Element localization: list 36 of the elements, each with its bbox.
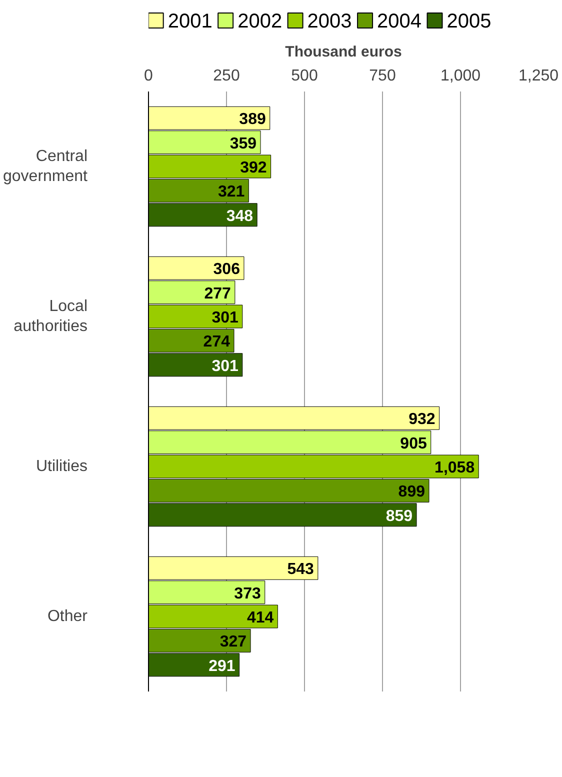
data-label: 389 xyxy=(239,111,266,128)
data-label: 301 xyxy=(212,358,239,375)
data-label: 359 xyxy=(230,135,257,152)
y-tick-label: Other xyxy=(47,608,88,625)
x-tick-label: 500 xyxy=(291,68,318,84)
data-label: 321 xyxy=(218,184,245,201)
x-tick-label: 250 xyxy=(213,68,240,84)
data-label: 899 xyxy=(398,484,426,501)
legend-label: 2001 xyxy=(168,10,212,32)
data-label: 291 xyxy=(208,658,236,675)
legend-label: 2003 xyxy=(307,10,352,32)
x-axis-title: Thousand euros xyxy=(285,44,402,60)
legend-label: 2002 xyxy=(238,10,282,32)
data-label: 392 xyxy=(240,160,267,176)
data-label: 932 xyxy=(408,411,436,428)
data-label: 414 xyxy=(246,610,274,626)
y-tick-label: Central government xyxy=(3,148,88,186)
y-tick-label: Local authorities xyxy=(14,298,88,336)
data-label: 277 xyxy=(204,285,232,302)
legend-label: 2005 xyxy=(446,10,492,32)
data-label: 348 xyxy=(226,208,254,225)
data-label: 543 xyxy=(287,561,314,578)
legend-label: 2004 xyxy=(377,10,422,32)
data-label: 859 xyxy=(386,508,413,525)
x-tick-label: 1,000 xyxy=(440,68,481,84)
data-label: 306 xyxy=(213,261,240,278)
data-label: 301 xyxy=(212,310,239,326)
data-label: 905 xyxy=(400,435,427,452)
data-label: 1,058 xyxy=(434,460,475,476)
data-label: 373 xyxy=(234,585,261,602)
data-label: 274 xyxy=(203,334,230,351)
x-tick-label: 0 xyxy=(144,68,154,84)
y-tick-label: Utilities xyxy=(36,458,88,475)
data-label: 327 xyxy=(220,634,247,651)
x-tick-label: 750 xyxy=(369,68,396,84)
x-tick-label: 1,250 xyxy=(518,68,559,84)
